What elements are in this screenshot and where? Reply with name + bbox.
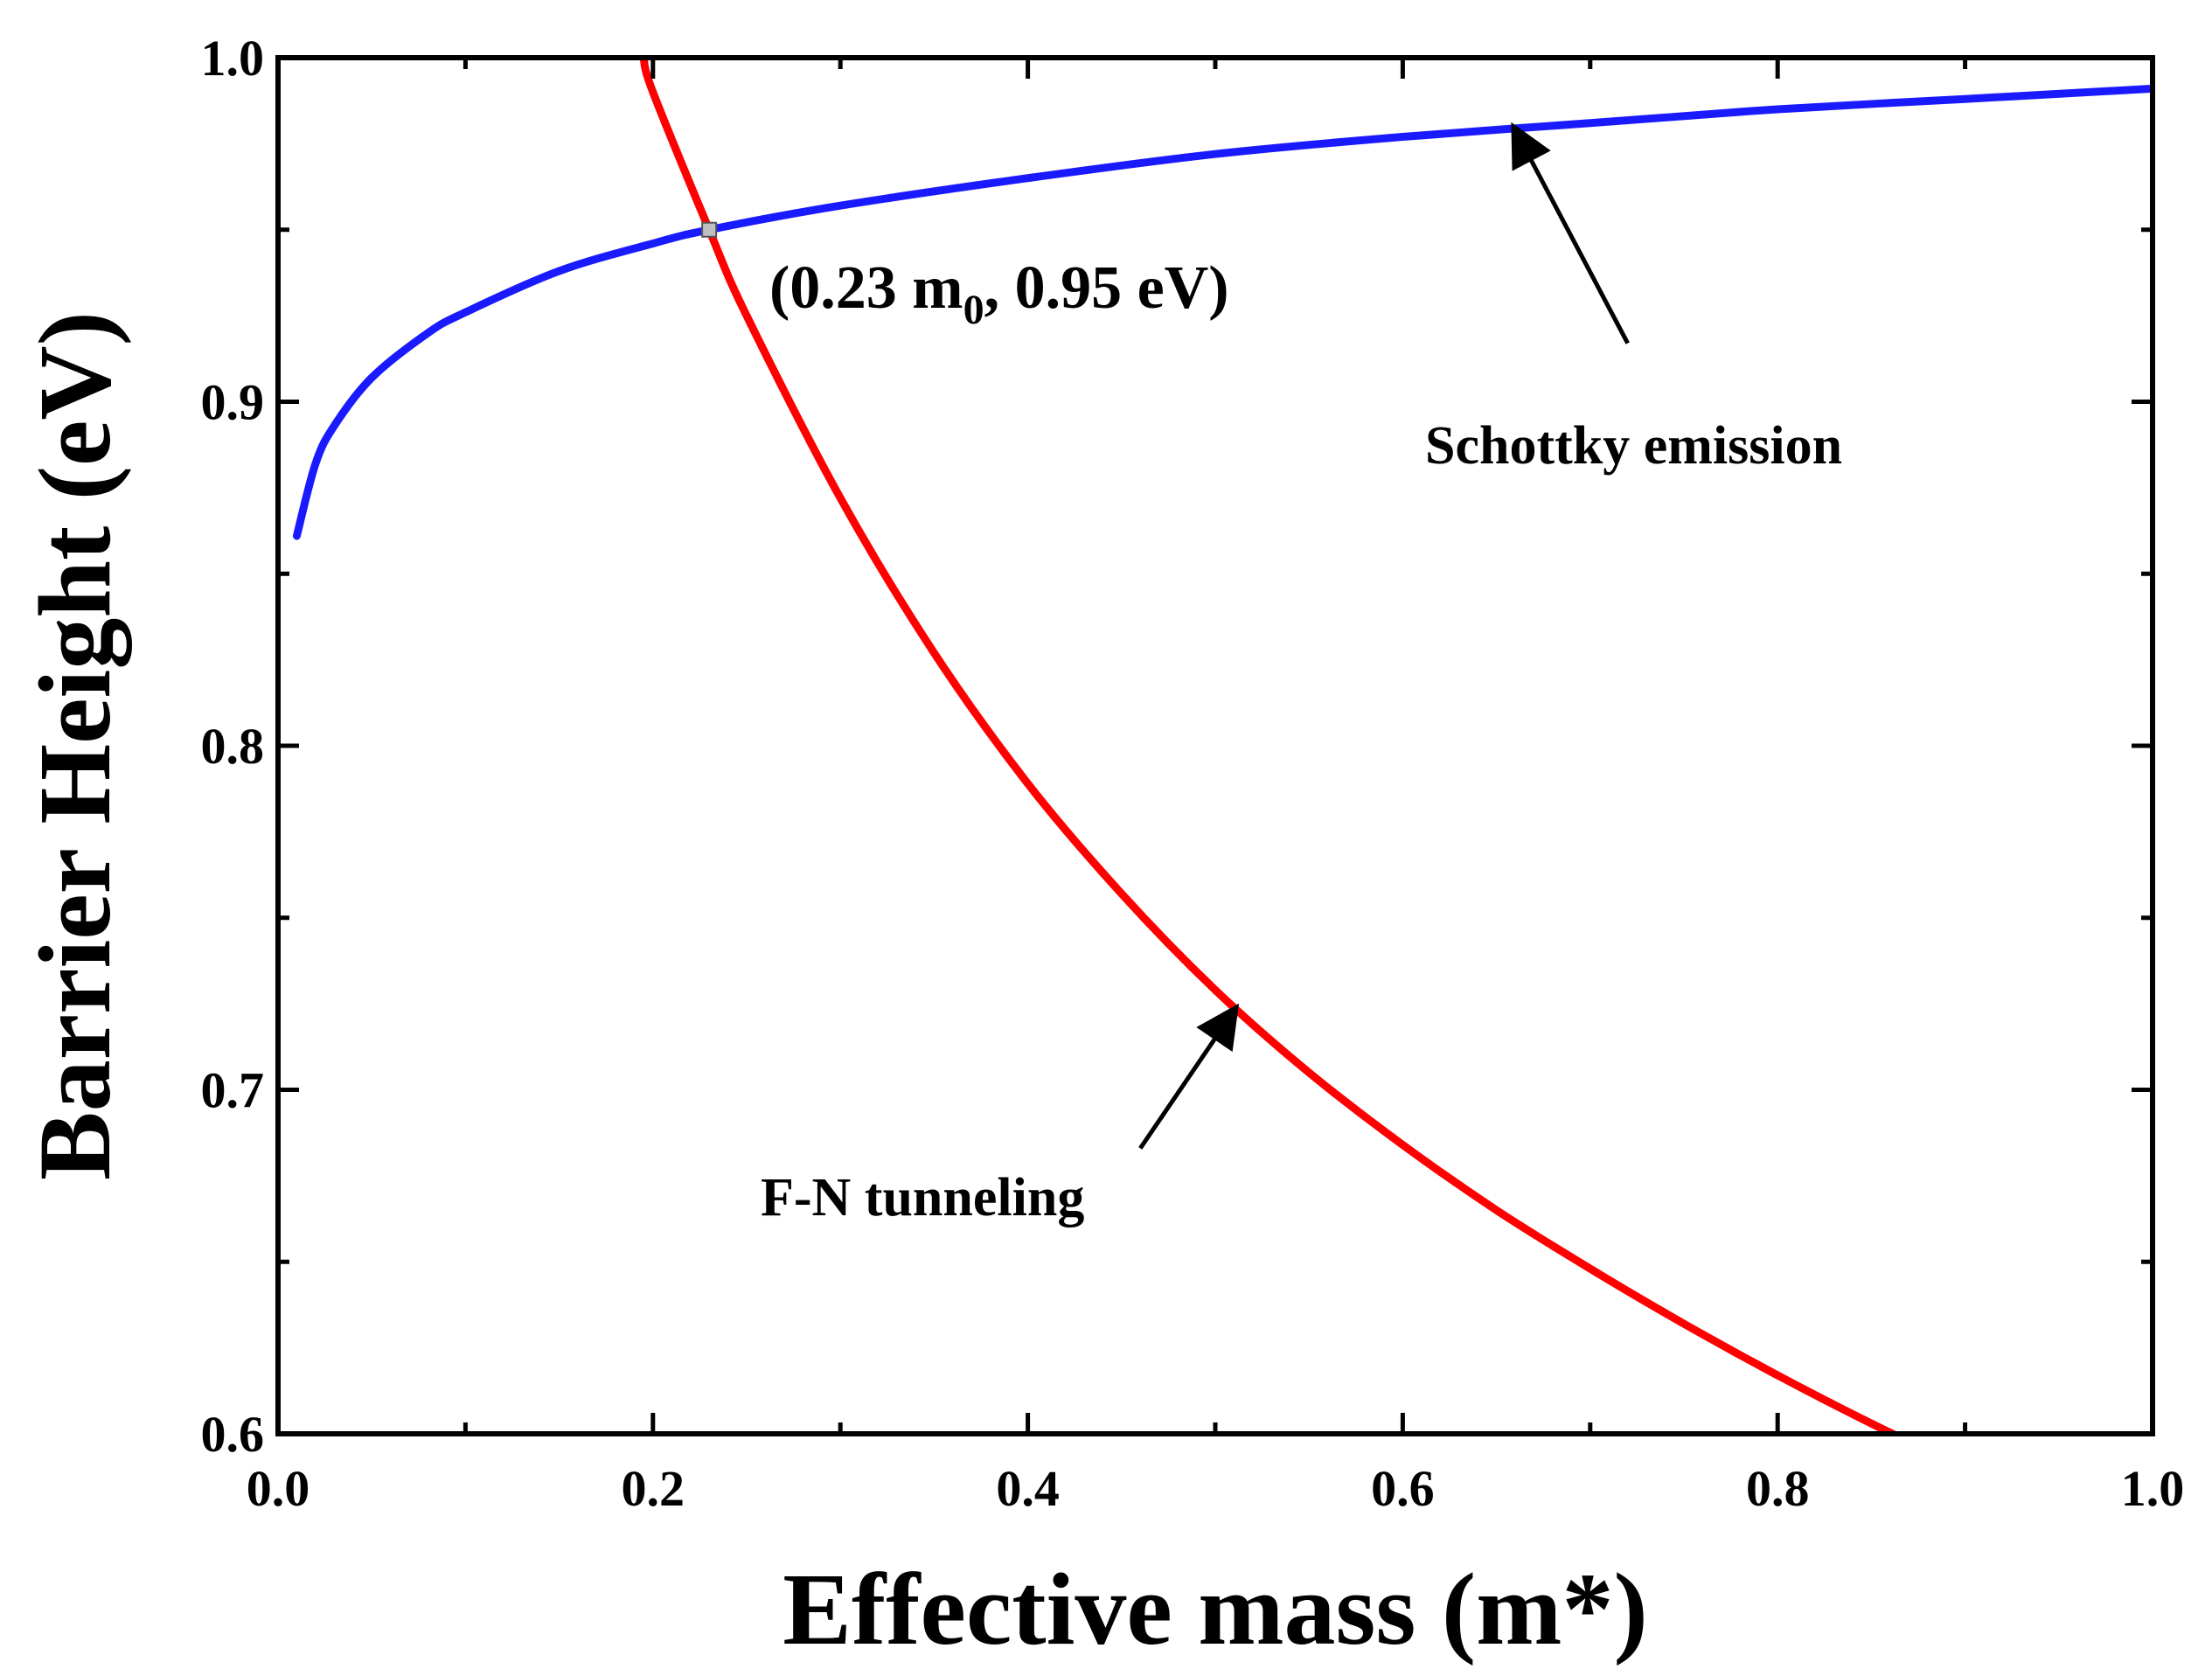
intersection-marker	[701, 221, 718, 238]
x-axis-label: Effective mass (m*)	[783, 1552, 1648, 1666]
schottky-emission-label: Schottky emission	[1425, 416, 1842, 476]
x-tick-label: 0.4	[996, 1460, 1060, 1517]
x-tick-label: 1.0	[2121, 1460, 2185, 1517]
y-tick-label: 0.8	[201, 718, 265, 775]
y-tick-label: 0.6	[201, 1406, 265, 1463]
intersection-label-subscript: 0	[963, 287, 984, 333]
y-tick-label: 0.7	[201, 1062, 265, 1119]
series-line-fn-tunneling	[639, 58, 1902, 1434]
fn-arrow	[1138, 1003, 1240, 1150]
x-tick-label: 0.0	[247, 1460, 310, 1517]
y-tick-label: 0.9	[201, 374, 265, 431]
schottky-arrow	[1511, 122, 1630, 344]
x-tick-label: 0.2	[622, 1460, 685, 1517]
intersection-label-end: , 0.95 eV)	[984, 254, 1229, 322]
x-tick-label: 0.6	[1371, 1460, 1435, 1517]
x-axis-ticks: 0.0 0.2 0.4 0.6 0.8 1.0	[247, 58, 2185, 1517]
y-axis-ticks: 0.6 0.7 0.8 0.9 1.0	[201, 30, 2153, 1463]
series-layer	[292, 58, 2153, 1434]
y-tick-label: 1.0	[201, 30, 265, 87]
intersection-label-main: (0.23 m	[769, 254, 963, 322]
y-axis-label: Barrier Height (eV)	[17, 311, 132, 1180]
fn-tunneling-label: F-N tunneling	[761, 1168, 1084, 1227]
x-tick-label: 0.8	[1746, 1460, 1810, 1517]
intersection-label: (0.23 m0, 0.95 eV)	[769, 254, 1229, 333]
series-line-schottky-emission	[292, 84, 2153, 540]
